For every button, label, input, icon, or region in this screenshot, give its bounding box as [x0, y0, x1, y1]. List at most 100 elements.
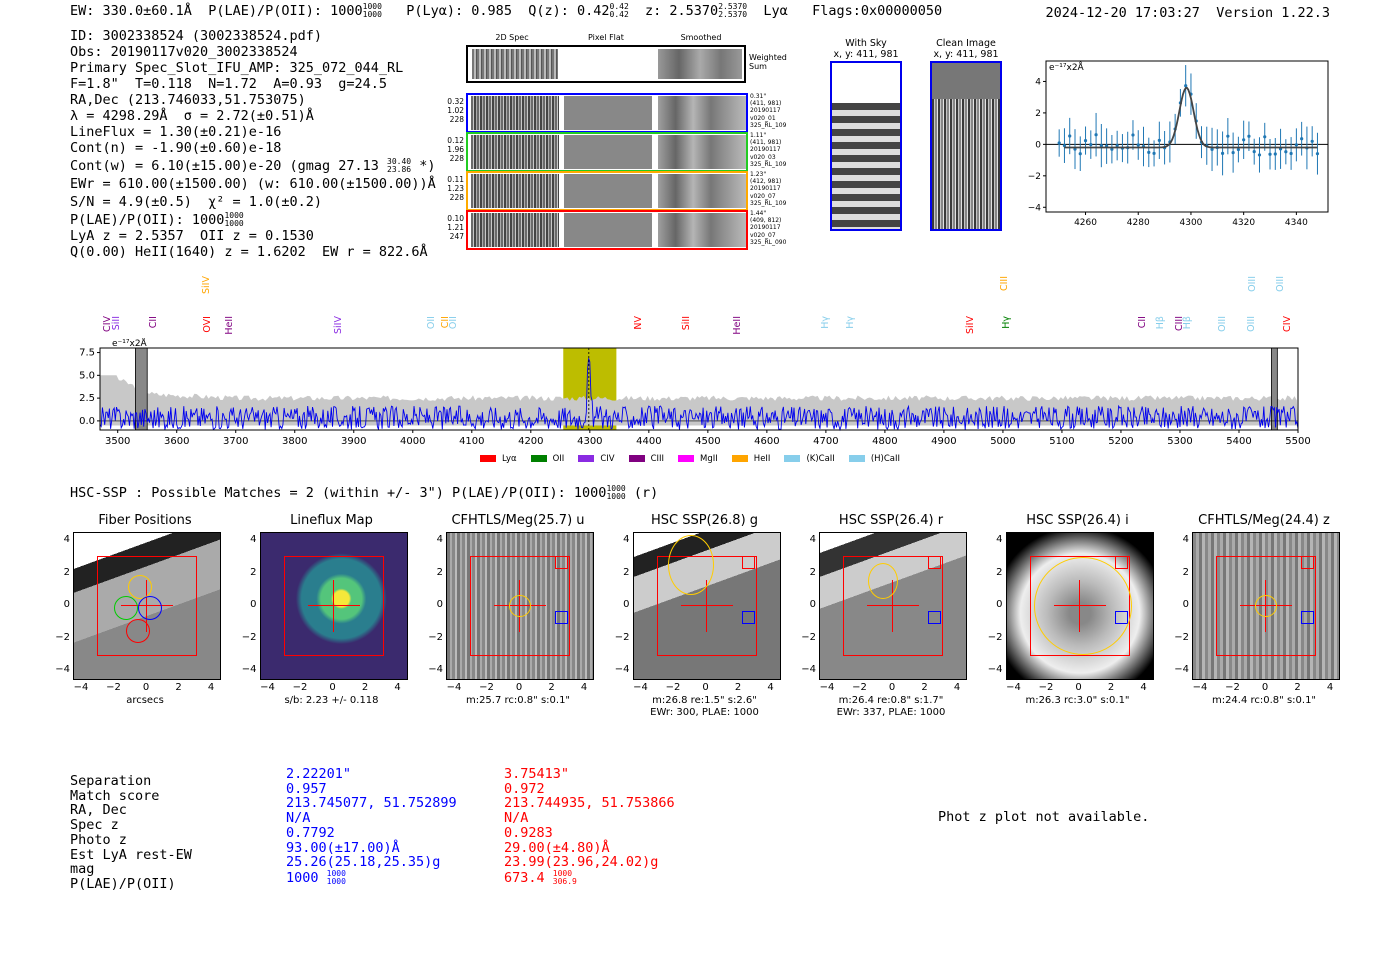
spec-row-stats: 0.12 1.96 228 [444, 136, 464, 163]
spec-row-meta-line: 20190117 [750, 107, 781, 115]
cutout-image [446, 532, 594, 680]
fs-ytick-label: 5.0 [79, 370, 95, 381]
fs-xtick-label: 4400 [636, 436, 661, 447]
info-lambda: λ = 4298.29Å σ = 2.72(±0.51)Å [70, 108, 314, 124]
cutout-crosshair-v [892, 580, 893, 632]
cutout-aperture-box [283, 556, 384, 656]
spec-row-stat: 247 [449, 232, 464, 241]
match-1-value: N/A [286, 810, 311, 827]
cutout-xtick: 2 [1107, 682, 1115, 693]
cutout-ytick: −2 [801, 631, 816, 643]
aperture-circle [868, 563, 898, 599]
match-1-marker [1301, 611, 1314, 624]
header-z: z: 2.5370 [645, 3, 719, 19]
full-spectrum-content [99, 347, 1299, 432]
legend-label: Lyα [502, 453, 517, 464]
spec-row-pixelflat-image [564, 213, 652, 247]
zoom-fit-curve [1064, 86, 1318, 149]
cutout-xtick: 2 [175, 682, 182, 693]
line-label: SiIV [333, 316, 344, 334]
line-label: Hγ [845, 316, 856, 329]
spec-row-stat: 0.12 [447, 136, 464, 145]
cutout-image [1192, 532, 1340, 680]
clean-image-xy: x, y: 411, 981 [933, 49, 999, 60]
cutout-xtick: 0 [1261, 682, 1269, 693]
match-label: Est LyA rest-EW [70, 846, 192, 863]
aperture-circle [509, 595, 531, 617]
match-2-marker [741, 556, 755, 569]
cutout-caption: s/b: 2.23 +/- 0.118 [284, 695, 379, 706]
cutout-crosshair-h [680, 605, 733, 606]
fs-xtick-label: 3800 [282, 436, 307, 447]
detection-info: ID: 3002338524 (3002338524.pdf) Obs: 201… [70, 28, 436, 260]
match-label: RA, Dec [70, 802, 127, 819]
info-radec: RA,Dec (213.746033,51.753075) [70, 92, 306, 108]
match-label: Separation [70, 773, 152, 789]
legend-label: CIII [650, 453, 665, 464]
weighted-sum-row [466, 45, 746, 83]
spec-row-meta-line: v020_07 [750, 192, 776, 200]
spec-row [466, 210, 748, 250]
legend-swatch [530, 455, 547, 462]
zoom-data-point [1247, 134, 1251, 138]
fs-ytick-label: 2.5 [79, 393, 95, 404]
spec-row-meta-line: v020_03 [750, 153, 776, 161]
zoom-ytick-label: −2 [1028, 172, 1041, 182]
cutout-panel: HSC SSP(26.4) i 4 2 0 −2 −4 −4 −2 0 2 4 m:26.3 rc:… [973, 512, 1173, 722]
match-1-plae: 1000 [286, 869, 319, 886]
fs-xtick-label: 4200 [518, 436, 543, 447]
full-spectrum-frame [99, 347, 1299, 431]
info-contw-end: *) [419, 158, 436, 174]
spec-row-stat: 0.32 [447, 97, 464, 106]
cutout-xtick: 0 [329, 682, 336, 693]
fs-xtick-label: 5300 [1167, 436, 1192, 447]
weighted-smoothed-image [658, 49, 742, 79]
match-1-value: 213.745077, 51.752899 [286, 795, 457, 812]
match-label: P(LAE)/P(OII) [70, 875, 176, 892]
cutout-panel: CFHTLS/Meg(24.4) z 4 2 0 −2 −4 −4 −2 0 2 4 m:24.4 … [1159, 512, 1359, 722]
cutout-ytick: 4 [623, 534, 630, 545]
fs-xtick-label: 4800 [872, 436, 897, 447]
cutout-title: CFHTLS/Meg(24.4) z [1198, 513, 1330, 528]
legend-label: (H)CaII [870, 453, 900, 464]
cutout-title: HSC SSP(26.8) g [650, 513, 759, 528]
cutout-xtick: 2 [921, 682, 928, 693]
cutout-title: Fiber Positions [98, 513, 192, 528]
cutout-image [259, 532, 408, 680]
spec-row-meta-line: (412, 981) [750, 178, 782, 186]
legend-item: (K)CaII [784, 454, 835, 464]
cutout-ytick: −2 [1174, 631, 1189, 643]
match-2-column: 3.75413" 0.972 213.744935, 51.753866 N/A… [504, 767, 675, 886]
cutout-title: Lineflux Map [290, 513, 373, 528]
zoom-data-point [1273, 152, 1277, 156]
header-plae: P(LAE)/P(OII): 1000 [208, 3, 363, 19]
cutout-xtick: −4 [260, 682, 275, 693]
line-labels: CIV SiII CII SiIV OVI HeII SiIV OII CII OII NV SiII… [100, 276, 1300, 346]
info-ewr: EWr = 610.00(±1500.00) (w: 610.00(±1500.… [70, 176, 436, 192]
spec-row-2d-image [471, 213, 559, 247]
spec-row [466, 93, 748, 133]
legend-swatch [848, 455, 865, 462]
cutout-aperture-box [470, 556, 570, 656]
legend-label: HeII [753, 453, 771, 464]
zoom-data-point [1062, 144, 1067, 148]
line-label: SiIV [965, 316, 976, 334]
header-bar: EW: 330.0±60.1Å P(LAE)/P(OII): 1000 1000 1… [70, 2, 942, 20]
header-plae-lo: 1000 [362, 10, 382, 19]
legend-item: MgII [678, 454, 718, 464]
header-z-hi: 2.5370 [718, 2, 748, 11]
spec-row-2d-image [471, 174, 559, 208]
zoom-data-point [1315, 152, 1320, 156]
zoom-data-point [1115, 143, 1119, 148]
zoom-data-point [1210, 147, 1214, 152]
header-line-name: Lyα [763, 3, 788, 19]
header-right: 2024-12-20 17:03:27 Version 1.22.3 [1046, 5, 1331, 21]
fs-xtick-label: 5000 [990, 436, 1015, 447]
cutout-xtick: 4 [953, 682, 961, 693]
fs-xtick-label: 4000 [400, 436, 425, 447]
legend-item: (H)CaII [848, 453, 900, 464]
cutout-xtick: 2 [734, 682, 742, 693]
spec-row-2d-image [471, 135, 559, 169]
zoom-data-point [1068, 134, 1072, 138]
cutout-ytick: −4 [614, 664, 630, 675]
